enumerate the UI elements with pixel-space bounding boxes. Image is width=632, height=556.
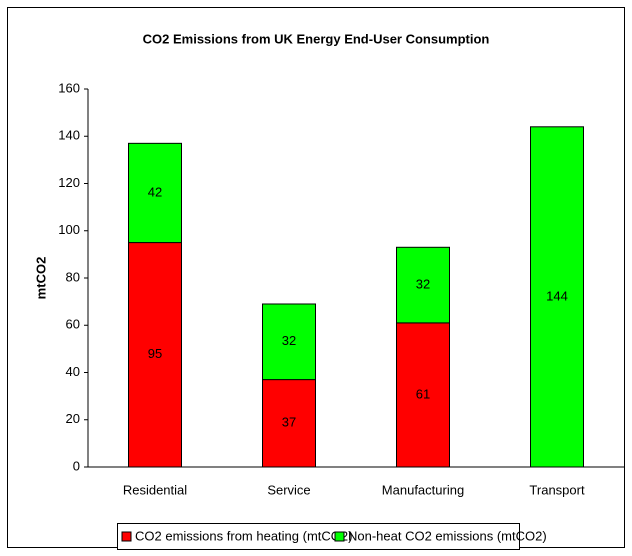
bar-segment bbox=[262, 303, 316, 381]
legend-label: Non-heat CO2 emissions (mtCO2) bbox=[348, 528, 547, 543]
y-tick-label: 100 bbox=[58, 222, 80, 237]
data-label: 95 bbox=[148, 346, 162, 361]
y-axis-label: mtCO2 bbox=[33, 257, 48, 300]
x-tick-label: Residential bbox=[123, 482, 187, 497]
bar-segment bbox=[128, 142, 182, 244]
data-label: 144 bbox=[546, 288, 568, 303]
legend-swatch bbox=[334, 531, 345, 542]
data-label: 61 bbox=[416, 386, 430, 401]
bar-segment bbox=[530, 126, 584, 468]
y-tick-label: 80 bbox=[66, 269, 80, 284]
legend-box bbox=[117, 523, 520, 550]
data-label: 42 bbox=[148, 184, 162, 199]
data-label: 37 bbox=[282, 415, 296, 430]
chart-title: CO2 Emissions from UK Energy End-User Co… bbox=[143, 31, 490, 46]
data-label: 32 bbox=[416, 277, 430, 292]
y-tick-label: 60 bbox=[66, 317, 80, 332]
y-tick-label: 120 bbox=[58, 175, 80, 190]
x-tick-label: Manufacturing bbox=[382, 482, 464, 497]
data-label: 32 bbox=[282, 333, 296, 348]
legend-label: CO2 emissions from heating (mtCO2) bbox=[135, 528, 352, 543]
y-tick-label: 40 bbox=[66, 364, 80, 379]
bar-segment bbox=[396, 246, 450, 324]
x-tick-label: Service bbox=[267, 482, 310, 497]
y-tick-label: 140 bbox=[58, 128, 80, 143]
y-tick-label: 0 bbox=[73, 458, 80, 473]
legend-swatch bbox=[121, 531, 132, 542]
y-tick-label: 20 bbox=[66, 411, 80, 426]
x-tick-label: Transport bbox=[529, 482, 585, 497]
y-tick-label: 160 bbox=[58, 80, 80, 95]
